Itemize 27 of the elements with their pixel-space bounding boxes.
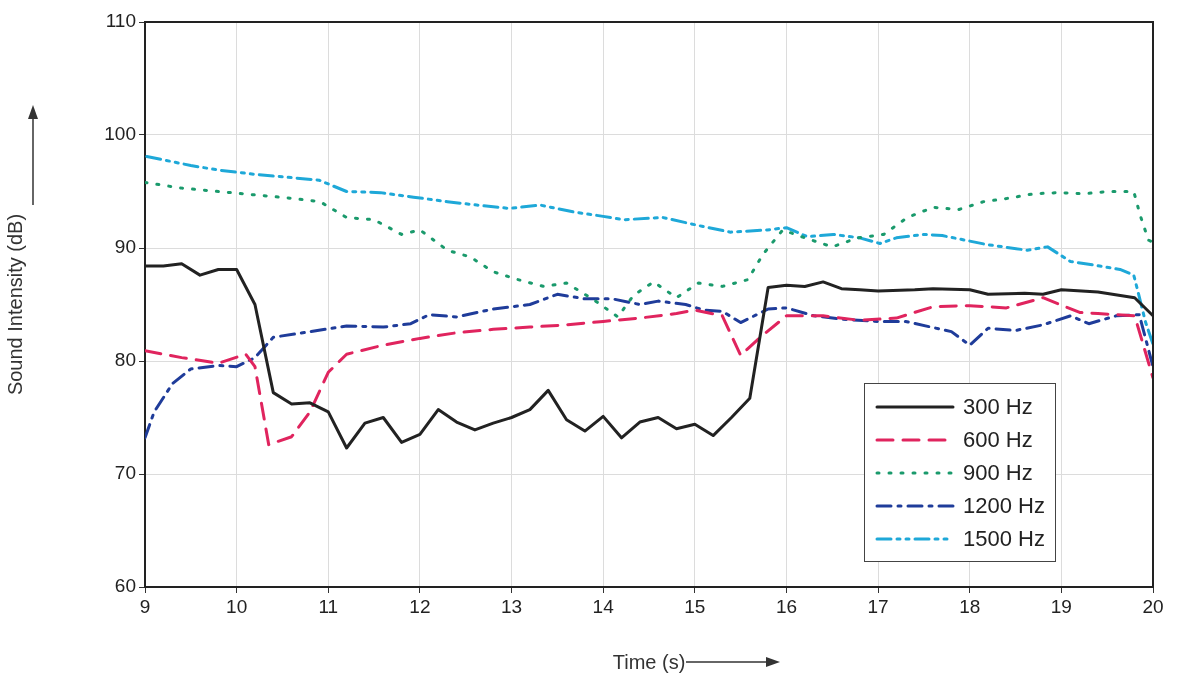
y-tick-label: 100 <box>104 123 136 145</box>
legend-label: 1500 Hz <box>963 525 1045 552</box>
x-tick-label: 11 <box>318 595 339 617</box>
legend-label: 600 Hz <box>963 426 1033 453</box>
x-tick-label: 12 <box>409 595 431 617</box>
legend-label: 900 Hz <box>963 459 1033 486</box>
y-tick-label: 60 <box>114 575 136 597</box>
line-series <box>145 180 1153 319</box>
x-tick-label: 17 <box>867 595 889 617</box>
x-tick-label: 9 <box>139 595 151 617</box>
x-tick-label: 15 <box>684 595 706 617</box>
y-tick-label: 80 <box>114 349 136 371</box>
y-tick-label: 110 <box>105 10 136 32</box>
y-axis-title: Sound Intensity (dB) <box>3 213 26 396</box>
x-tick-label: 10 <box>226 595 248 617</box>
x-tick-label: 20 <box>1142 595 1164 617</box>
legend-label: 1200 Hz <box>963 492 1045 519</box>
legend-label: 300 Hz <box>963 393 1033 420</box>
x-tick-label: 13 <box>500 595 523 617</box>
x-tick-label: 18 <box>959 595 981 617</box>
y-tick-label: 70 <box>114 462 136 484</box>
x-tick-label: 16 <box>775 595 798 617</box>
y-tick-label: 90 <box>114 236 136 258</box>
x-axis-title: Time (s) <box>612 650 686 673</box>
x-tick-label: 14 <box>592 595 615 617</box>
line-series <box>145 154 1153 346</box>
x-tick-label: 19 <box>1050 595 1072 617</box>
